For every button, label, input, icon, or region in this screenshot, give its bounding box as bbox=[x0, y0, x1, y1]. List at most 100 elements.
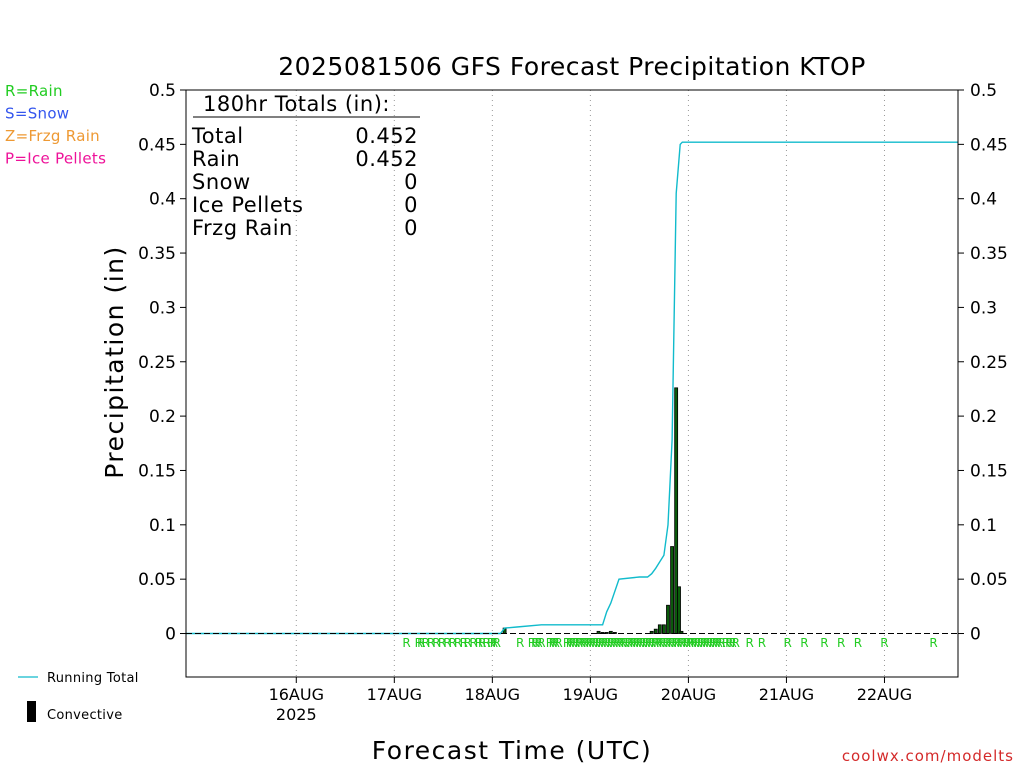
rain-marker: R bbox=[580, 636, 588, 650]
rain-marker: R bbox=[577, 636, 585, 650]
rain-marker: R bbox=[691, 636, 699, 650]
convective-bar bbox=[662, 624, 666, 634]
rain-marker: R bbox=[417, 636, 425, 650]
convective-bar bbox=[666, 604, 670, 634]
convective-bar bbox=[657, 624, 662, 634]
series-legend: Running Total Convective bbox=[18, 671, 139, 723]
rain-marker: R bbox=[615, 636, 623, 650]
rain-marker: R bbox=[554, 636, 562, 650]
rain-marker: R bbox=[705, 636, 713, 650]
y-tick-label-left: 0.2 bbox=[149, 407, 176, 427]
x-tick-label: 20AUG bbox=[661, 685, 716, 704]
rain-marker: R bbox=[837, 636, 845, 650]
y-tick-label-left: 0.3 bbox=[149, 298, 176, 318]
source-credit: coolwx.com/modelts bbox=[842, 747, 1014, 765]
y-tick-label-right: 0.15 bbox=[970, 461, 1008, 481]
x-tick-label: 18AUG bbox=[465, 685, 520, 704]
rain-marker: R bbox=[656, 636, 664, 650]
totals-row-label: Snow bbox=[192, 170, 251, 194]
rain-marker: R bbox=[621, 636, 629, 650]
precip-type-key: R=Rain S=Snow Z=Frzg Rain P=Ice Pellets bbox=[5, 82, 106, 168]
rain-marker: R bbox=[671, 636, 679, 650]
precip-type-key-item: S=Snow bbox=[5, 105, 69, 123]
rain-marker: R bbox=[490, 636, 498, 650]
rain-marker: R bbox=[712, 636, 720, 650]
rain-marker: R bbox=[589, 636, 597, 650]
rain-marker: R bbox=[642, 636, 650, 650]
rain-marker: R bbox=[569, 636, 577, 650]
y-tick-label-left: 0.1 bbox=[149, 516, 176, 536]
y-tick-label-left: 0.15 bbox=[138, 461, 176, 481]
y-tick-label-right: 0.2 bbox=[970, 407, 997, 427]
rain-marker: R bbox=[880, 636, 888, 650]
convective-legend-swatch bbox=[27, 701, 36, 722]
rain-marker: R bbox=[549, 636, 557, 650]
rain-marker: R bbox=[607, 636, 615, 650]
rain-marker: R bbox=[563, 636, 571, 650]
rain-marker: R bbox=[402, 636, 410, 650]
rain-marker: R bbox=[432, 636, 440, 650]
rain-marker: R bbox=[454, 636, 462, 650]
rain-marker: R bbox=[566, 636, 574, 650]
x-tick-label: 16AUG bbox=[269, 685, 324, 704]
x-tick-label: 22AUG bbox=[857, 685, 912, 704]
rain-marker: R bbox=[700, 636, 708, 650]
totals-row-label: Total bbox=[191, 124, 244, 148]
convective-bar bbox=[670, 546, 674, 634]
y-tick-label-right: 0.25 bbox=[970, 353, 1008, 373]
rain-marker: R bbox=[854, 636, 862, 650]
rain-marker: R bbox=[415, 636, 423, 650]
y-tick-label-right: 0.4 bbox=[970, 190, 997, 210]
y-tick-label-left: 0.25 bbox=[138, 353, 176, 373]
totals-row-value: 0.452 bbox=[355, 124, 418, 148]
convective-legend-label: Convective bbox=[47, 708, 123, 723]
rain-marker: R bbox=[528, 636, 536, 650]
rain-marker: R bbox=[627, 636, 635, 650]
totals-row-label: Rain bbox=[192, 147, 240, 171]
rain-marker: R bbox=[449, 636, 457, 650]
y-tick-label-left: 0.45 bbox=[138, 135, 176, 155]
y-axis-label: Precipitation (in) bbox=[100, 245, 129, 479]
rain-marker: R bbox=[659, 636, 667, 650]
rain-marker: R bbox=[438, 636, 446, 650]
rain-marker: R bbox=[800, 636, 808, 650]
y-tick-label-right: 0.3 bbox=[970, 298, 997, 318]
rain-marker: R bbox=[493, 636, 501, 650]
rain-marker: R bbox=[697, 636, 705, 650]
precip-type-key-item: Z=Frzg Rain bbox=[5, 127, 100, 145]
rain-marker: R bbox=[516, 636, 524, 650]
totals-row-label: Ice Pellets bbox=[192, 193, 303, 217]
y-tick-label-left: 0 bbox=[165, 625, 176, 645]
y-axis-ticks: 0 00.05 0.050.1 0.10.15 0.150.2 0.20.25 0.250.… bbox=[138, 81, 1008, 645]
running-total-legend-label: Running Total bbox=[47, 671, 139, 686]
rain-marker: R bbox=[460, 636, 468, 650]
rain-marker: R bbox=[679, 636, 687, 650]
rain-marker: R bbox=[443, 636, 451, 650]
rain-marker: R bbox=[647, 636, 655, 650]
y-tick-label-right: 0.5 bbox=[970, 81, 997, 101]
rain-marker: R bbox=[929, 636, 937, 650]
rain-marker: R bbox=[572, 636, 580, 650]
rain-marker: R bbox=[630, 636, 638, 650]
rain-marker: R bbox=[703, 636, 711, 650]
rain-marker: R bbox=[482, 636, 490, 650]
y-tick-label-right: 0.05 bbox=[970, 570, 1008, 590]
rain-marker: R bbox=[583, 636, 591, 650]
rain-marker: R bbox=[475, 636, 483, 650]
rain-marker: R bbox=[537, 636, 545, 650]
rain-marker: R bbox=[469, 636, 477, 650]
grid-lines bbox=[295, 90, 885, 677]
x-tick-label: 17AUG bbox=[367, 685, 422, 704]
rain-marker: R bbox=[746, 636, 754, 650]
rain-marker: R bbox=[677, 636, 685, 650]
y-tick-label-right: 0 bbox=[970, 625, 981, 645]
y-tick-label-left: 0.5 bbox=[149, 81, 176, 101]
rain-marker: R bbox=[478, 636, 486, 650]
rain-marker: R bbox=[534, 636, 542, 650]
rain-marker: R bbox=[714, 636, 722, 650]
rain-marker: R bbox=[685, 636, 693, 650]
totals-heading: 180hr Totals (in): bbox=[203, 92, 390, 116]
rain-marker: R bbox=[732, 636, 740, 650]
